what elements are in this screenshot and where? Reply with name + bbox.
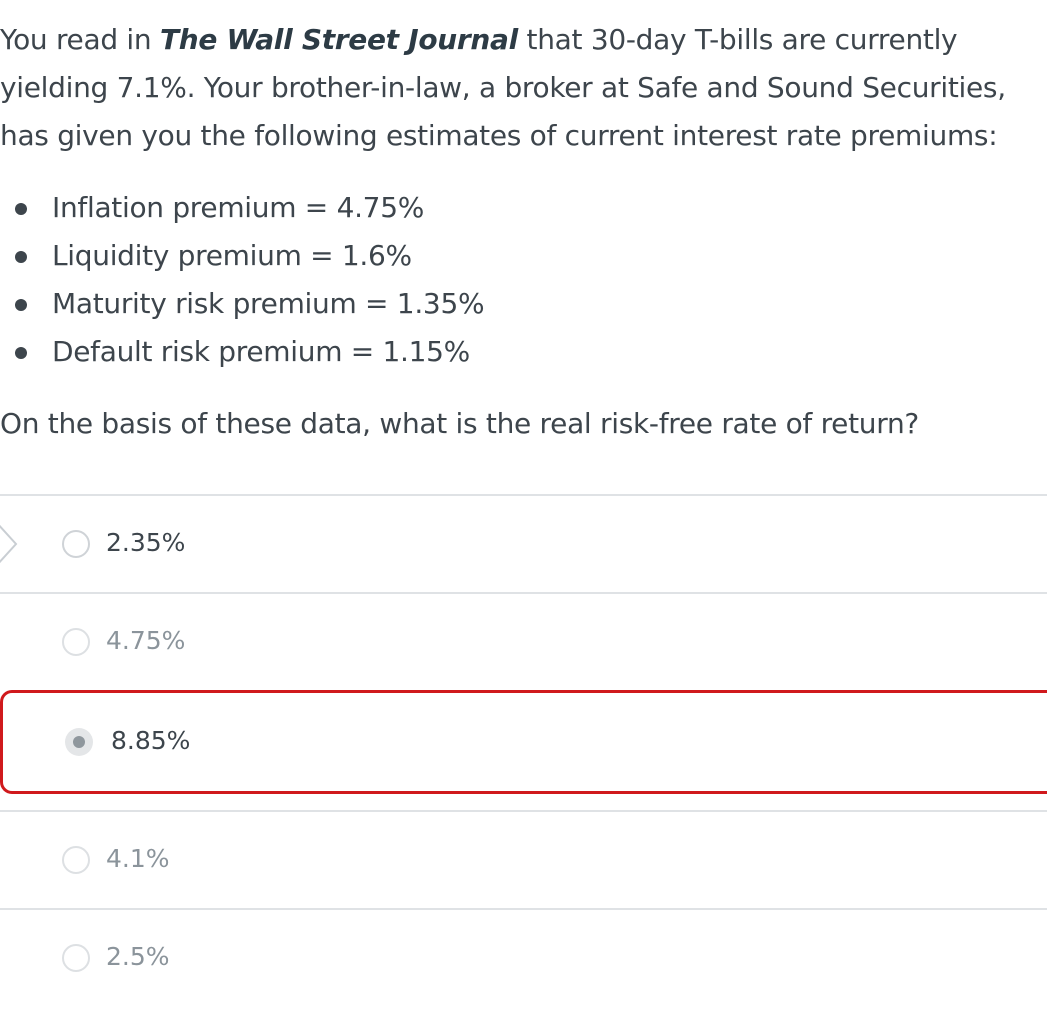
question-intro-after: that 30-day T-bills are currently yieldi… (0, 23, 1006, 152)
bullet-icon (15, 299, 27, 311)
premium-text: Maturity risk premium = 1.35% (52, 287, 485, 320)
answer-label: 8.85% (111, 726, 191, 755)
premium-item-default: Default risk premium = 1.15% (0, 328, 484, 376)
answer-option-2[interactable]: 4.75% (0, 594, 1047, 690)
answer-label: 2.35% (106, 528, 186, 557)
radio-button-selected[interactable] (65, 728, 93, 756)
radio-button[interactable] (62, 628, 90, 656)
radio-button[interactable] (62, 530, 90, 558)
answer-divider (0, 494, 1047, 496)
premium-text: Default risk premium = 1.15% (52, 335, 470, 368)
premium-item-liquidity: Liquidity premium = 1.6% (0, 232, 484, 280)
answer-label: 4.75% (106, 626, 186, 655)
question-text: You read in The Wall Street Journal that… (0, 16, 1047, 160)
radio-button[interactable] (62, 944, 90, 972)
answer-option-3-selected[interactable]: 8.85% (0, 690, 1047, 794)
bullet-icon (15, 251, 27, 263)
question-intro: You read in The Wall Street Journal that… (0, 16, 1047, 160)
premium-list: Inflation premium = 4.75% Liquidity prem… (0, 184, 485, 376)
answer-label: 4.1% (106, 844, 170, 873)
bullet-icon (15, 347, 27, 359)
answer-divider (0, 592, 1047, 594)
answer-option-1[interactable]: 2.35% (0, 496, 1047, 592)
premium-item-maturity: Maturity risk premium = 1.35% (0, 280, 485, 328)
radio-button[interactable] (62, 846, 90, 874)
premium-text: Liquidity premium = 1.6% (52, 239, 412, 272)
premium-item-inflation: Inflation premium = 4.75% (0, 184, 484, 232)
question-intro-before: You read in (0, 23, 160, 56)
source-publication: The Wall Street Journal (159, 23, 518, 56)
answer-label: 2.5% (106, 942, 170, 971)
question-prompt: On the basis of these data, what is the … (0, 407, 919, 440)
premium-text: Inflation premium = 4.75% (52, 191, 425, 224)
answer-option-4[interactable]: 4.1% (0, 812, 1047, 908)
answer-option-5[interactable]: 2.5% (0, 910, 1047, 1006)
answer-divider (0, 810, 1047, 812)
answer-divider (0, 908, 1047, 910)
bullet-icon (15, 203, 27, 215)
